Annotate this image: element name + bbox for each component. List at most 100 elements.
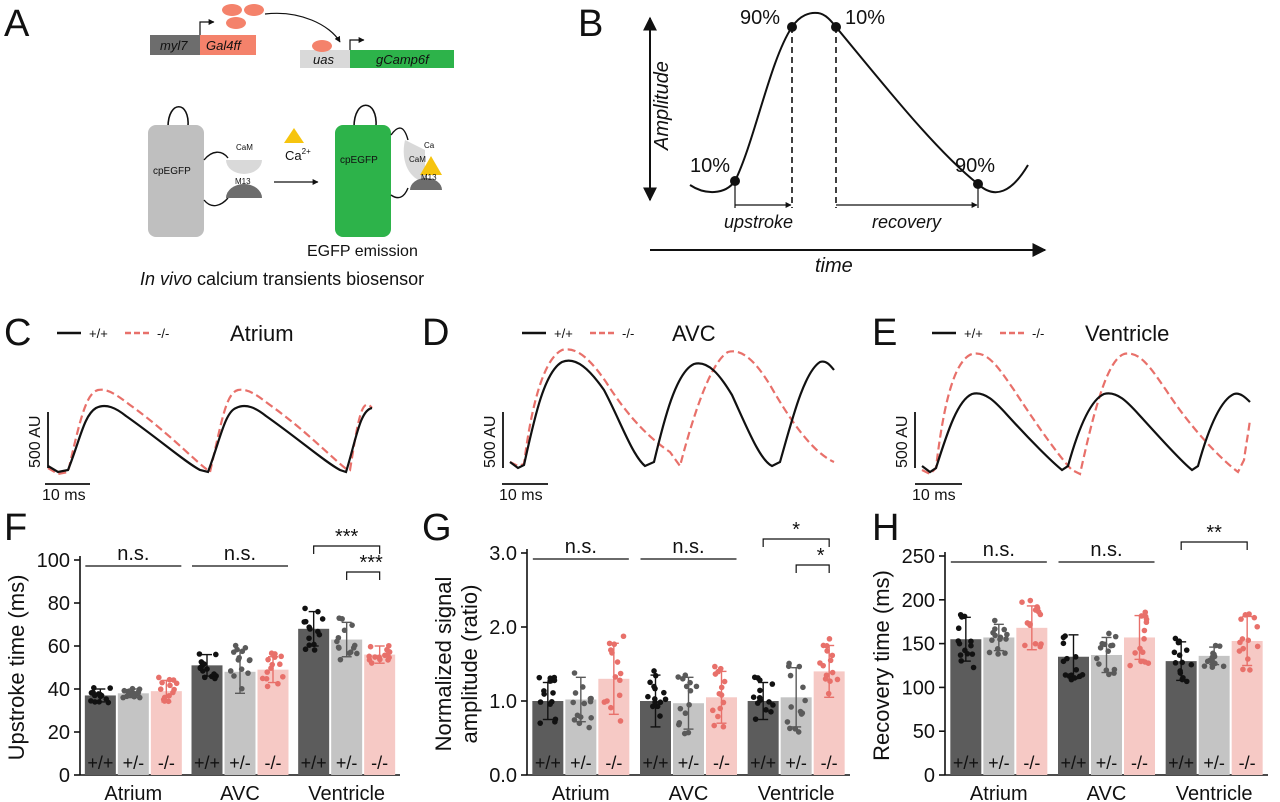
cam-icon [226, 160, 262, 174]
significance-bracket [1180, 541, 1248, 550]
significance-label: * [817, 545, 825, 567]
data-point [1004, 631, 1010, 638]
y-tick-label: 150 [902, 634, 935, 656]
data-point [709, 707, 716, 714]
data-point [1143, 616, 1150, 623]
y-tick-label: 200 [902, 590, 935, 612]
m13-small-label: M13 [421, 173, 437, 182]
data-point [1240, 645, 1247, 652]
data-point [201, 661, 207, 667]
trace-ko [47, 388, 373, 476]
data-point [1141, 627, 1148, 634]
data-point [167, 682, 173, 689]
data-point [1254, 643, 1261, 650]
genotype-label: +/- [988, 753, 1010, 773]
driver-box [200, 35, 256, 55]
panel-b-diagram: Amplitude time 10% 90% 10% 90% upstroke … [643, 7, 1047, 277]
category-label: AVC [220, 783, 260, 802]
bar [84, 695, 116, 775]
data-point [159, 679, 165, 686]
label-10-up: 10% [690, 155, 730, 177]
data-point [820, 662, 826, 669]
reporter-box [350, 50, 454, 68]
data-point [1208, 658, 1215, 665]
data-point [955, 638, 962, 644]
genotype-label: -/- [1131, 753, 1148, 773]
data-point [1142, 609, 1149, 616]
data-point [551, 677, 558, 684]
data-point [795, 729, 802, 735]
data-point [537, 720, 544, 726]
label-90-down: 90% [955, 155, 995, 177]
data-point [1141, 636, 1147, 642]
data-point [1111, 666, 1118, 673]
data-point [103, 696, 110, 702]
data-point [1097, 644, 1104, 651]
data-point [788, 704, 794, 710]
data-point [955, 625, 962, 632]
data-point [315, 628, 321, 635]
data-point [754, 700, 761, 706]
data-point [587, 695, 594, 702]
data-point [571, 670, 578, 676]
trace-title: Ventricle [1085, 321, 1169, 346]
data-point [997, 636, 1003, 642]
bar [191, 665, 223, 775]
data-point [107, 685, 114, 691]
data-point [1183, 678, 1190, 685]
data-point [547, 675, 554, 682]
data-point [1027, 597, 1034, 604]
data-point [265, 656, 271, 663]
genotype-label: -/- [1239, 753, 1256, 773]
data-point [541, 688, 547, 694]
data-point [302, 646, 309, 653]
y-axis-label: Upstroke time (ms) [4, 575, 29, 761]
genotype-label: +/+ [1060, 753, 1086, 773]
gal4-protein-icon [226, 17, 246, 29]
data-point [800, 684, 806, 691]
category-label: AVC [669, 783, 709, 802]
data-point [1238, 616, 1244, 622]
data-point [1034, 604, 1040, 610]
genotype-label: +/- [570, 753, 592, 773]
legend-ko-label: -/- [1032, 326, 1044, 341]
data-point [693, 683, 700, 690]
data-point [1251, 614, 1258, 621]
data-point [608, 704, 614, 711]
data-point [617, 670, 624, 677]
panel-label-h: H [872, 507, 899, 549]
genotype-label: -/- [1023, 753, 1040, 773]
data-point [1032, 640, 1039, 647]
data-point [1201, 663, 1208, 669]
data-point [992, 632, 998, 639]
data-point [173, 680, 180, 687]
data-point [1171, 649, 1178, 656]
legend-wt-label: +/+ [964, 326, 983, 341]
data-point [1002, 650, 1008, 656]
significance-label: n.s. [565, 536, 597, 558]
data-point [536, 674, 543, 681]
genotype-label: +/- [229, 753, 251, 773]
category-label: Ventricle [1176, 783, 1253, 802]
genotype-label: -/- [158, 753, 175, 773]
data-point [617, 718, 624, 724]
data-point [645, 693, 651, 700]
data-point [802, 697, 808, 704]
genotype-label: -/- [265, 753, 282, 773]
y-tick-label: 50 [913, 721, 935, 743]
calcium-icon [284, 128, 304, 143]
y-tick-label: 0 [924, 765, 935, 787]
uas-label: uas [313, 52, 334, 67]
data-point [1132, 650, 1138, 656]
data-point [385, 657, 391, 663]
trace-wt [509, 359, 835, 470]
y-tick-label: 0.0 [489, 765, 517, 787]
scalebar-y-label: 500 AU [27, 416, 44, 468]
significance-label: * [792, 519, 800, 541]
category-label: Ventricle [308, 783, 385, 802]
genotype-label: +/+ [953, 753, 979, 773]
genotype-label: +/+ [194, 753, 220, 773]
data-point [212, 675, 218, 682]
